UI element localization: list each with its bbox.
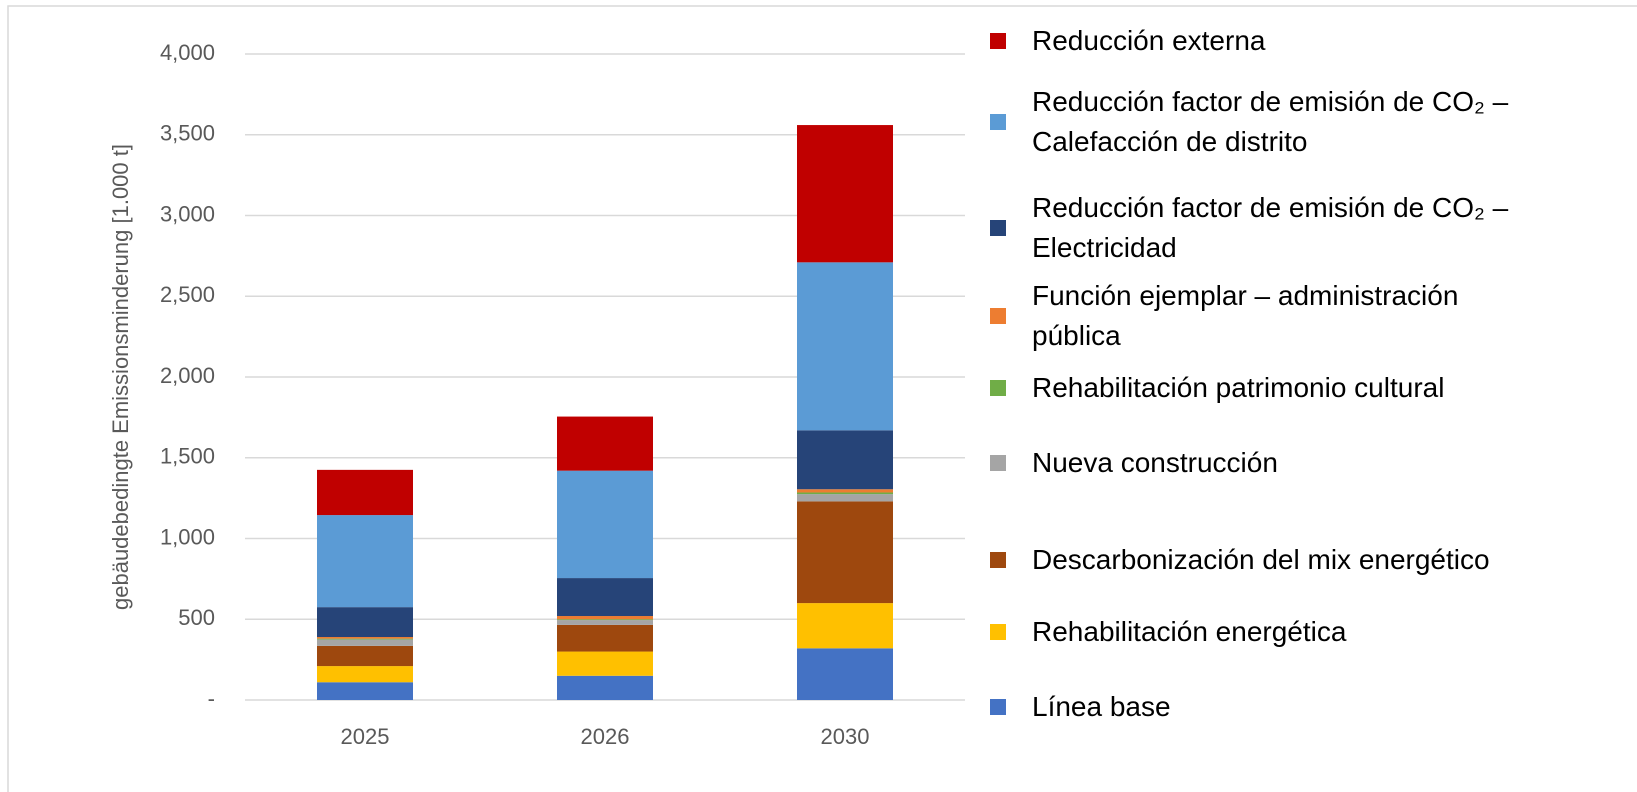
legend-item: Rehabilitación patrimonio cultural (990, 368, 1552, 408)
y-axis-title: gebäudebedingte Emissionsminderung [1.00… (108, 144, 133, 610)
bar-segment (797, 489, 893, 493)
legend-item: Reducción factor de emisión de CO₂ – Cal… (990, 82, 1552, 162)
legend-item: Rehabilitación energética (990, 612, 1552, 652)
legend-label: Rehabilitación patrimonio cultural (1032, 372, 1445, 403)
bar-segment (317, 639, 413, 646)
legend-item: Nueva construcción (990, 443, 1552, 483)
bar-segment (557, 470, 653, 579)
bar-segment (317, 638, 413, 640)
bar-segment (317, 607, 413, 638)
legend-item: Línea base (990, 687, 1552, 727)
bar-segment (317, 469, 413, 516)
legend-label: Nueva construcción (1032, 447, 1278, 478)
bar-segment (317, 637, 413, 639)
y-tick-label: 4,000 (160, 40, 215, 65)
legend-label: Reducción factor de emisión de CO₂ – Ele… (1032, 192, 1509, 263)
bar-segment (797, 648, 893, 700)
chart-border (7, 5, 1637, 792)
legend-item: Reducción factor de emisión de CO₂ – Ele… (990, 188, 1552, 268)
bar-segment (797, 494, 893, 502)
legend-swatch (990, 33, 1006, 49)
legend-swatch (990, 308, 1006, 324)
y-tick-label: 3,500 (160, 121, 215, 146)
bar-segment (557, 624, 653, 652)
y-tick-label: 500 (178, 605, 215, 630)
legend-label: Rehabilitación energética (1032, 616, 1347, 647)
bar-segment (797, 603, 893, 649)
legend-swatch (990, 114, 1006, 130)
legend-label: Descarbonización del mix energético (1032, 544, 1490, 575)
y-tick-label: 1,500 (160, 444, 215, 469)
bar-segment (317, 666, 413, 683)
legend-swatch (990, 624, 1006, 640)
bar-segment (557, 616, 653, 620)
bar-segment (557, 651, 653, 676)
bar-segment (557, 619, 653, 621)
legend-swatch (990, 220, 1006, 236)
legend-label: Línea base (1032, 691, 1171, 722)
legend-swatch (990, 552, 1006, 568)
y-tick-label: - (208, 686, 215, 711)
legend-swatch (990, 455, 1006, 471)
bar-segment (557, 578, 653, 617)
legend-item: Reducción externa (990, 21, 1552, 61)
y-tick-label: 1,000 (160, 524, 215, 549)
x-tick-label: 2026 (581, 724, 630, 749)
x-tick-label: 2025 (341, 724, 390, 749)
y-tick-label: 2,500 (160, 282, 215, 307)
legend-swatch (990, 380, 1006, 396)
bar-segment (557, 675, 653, 700)
bar-segment (797, 501, 893, 604)
legend-item: Función ejemplar – administración públic… (990, 276, 1552, 356)
y-tick-label: 2,000 (160, 363, 215, 388)
bar-segment (797, 262, 893, 431)
legend-swatch (990, 699, 1006, 715)
bar-segment (317, 682, 413, 700)
bar-segment (797, 430, 893, 490)
bar-segment (557, 416, 653, 471)
y-tick-label: 3,000 (160, 201, 215, 226)
legend-item: Descarbonización del mix energético (990, 540, 1552, 580)
bar-segment (557, 620, 653, 625)
legend-label: Reducción externa (1032, 25, 1266, 56)
legend-label: Reducción factor de emisión de CO₂ – Cal… (1032, 86, 1509, 157)
bar-segment (797, 125, 893, 263)
bar-segment (317, 645, 413, 667)
bar-segment (317, 515, 413, 608)
legend-label: Función ejemplar – administración públic… (1032, 280, 1459, 351)
x-tick-label: 2030 (821, 724, 870, 749)
bar-segment (797, 492, 893, 495)
